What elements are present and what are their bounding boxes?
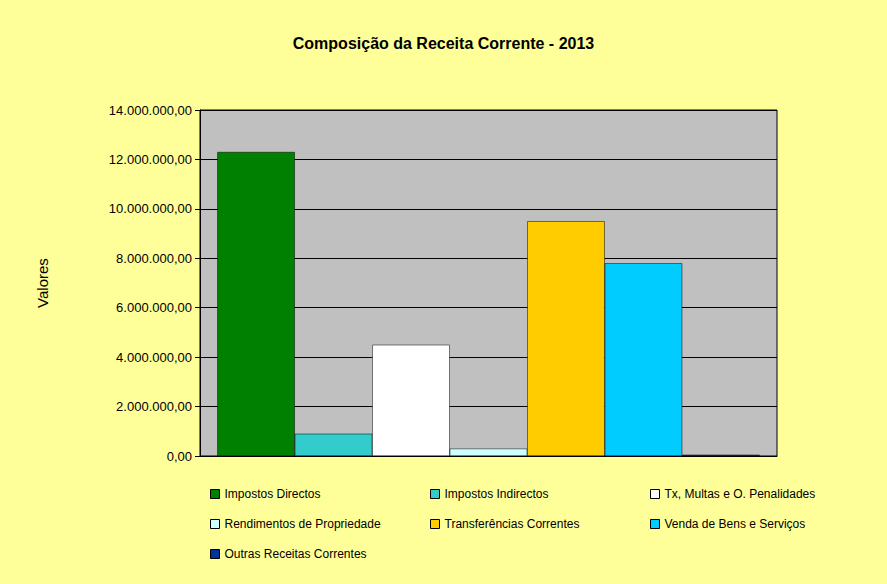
svg-text:Outras Receitas Correntes: Outras Receitas Correntes bbox=[225, 547, 367, 561]
svg-text:Venda de Bens e Serviços: Venda de Bens e Serviços bbox=[665, 517, 806, 531]
svg-text:6.000.000,00: 6.000.000,00 bbox=[116, 300, 192, 315]
svg-text:Impostos Directos: Impostos Directos bbox=[225, 487, 321, 501]
svg-text:Impostos Indirectos: Impostos Indirectos bbox=[445, 487, 549, 501]
svg-text:Valores: Valores bbox=[34, 258, 51, 308]
svg-text:10.000.000,00: 10.000.000,00 bbox=[109, 201, 192, 216]
svg-text:14.000.000,00: 14.000.000,00 bbox=[109, 103, 192, 118]
svg-text:Transferências Correntes: Transferências Correntes bbox=[445, 517, 580, 531]
svg-text:4.000.000,00: 4.000.000,00 bbox=[116, 350, 192, 365]
svg-text:0,00: 0,00 bbox=[167, 449, 192, 464]
svg-text:2.000.000,00: 2.000.000,00 bbox=[116, 399, 192, 414]
svg-text:8.000.000,00: 8.000.000,00 bbox=[116, 251, 192, 266]
svg-text:12.000.000,00: 12.000.000,00 bbox=[109, 152, 192, 167]
svg-text:Tx, Multas e O. Penalidades: Tx, Multas e O. Penalidades bbox=[665, 487, 816, 501]
svg-text:Rendimentos de Propriedade: Rendimentos de Propriedade bbox=[225, 517, 381, 531]
svg-text:Composição da Receita Corrente: Composição da Receita Corrente - 2013 bbox=[293, 35, 595, 52]
